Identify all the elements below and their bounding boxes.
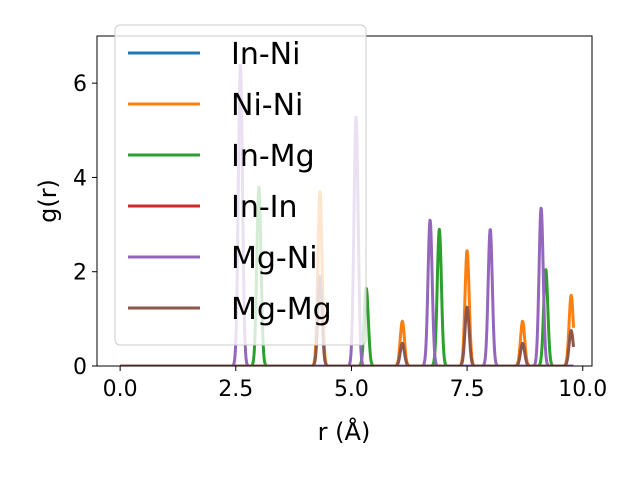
legend-label: Mg-Mg [231, 292, 332, 327]
legend-label: In-Ni [231, 37, 300, 72]
x-axis: 0.0 2.5 5.0 7.5 10.0 [103, 366, 607, 402]
x-tick-label: 5.0 [334, 377, 369, 402]
x-axis-label: r (Å) [318, 417, 371, 446]
y-axis: 0 2 4 6 [73, 72, 97, 380]
x-tick-label: 2.5 [218, 377, 253, 402]
x-tick-label: 10.0 [558, 377, 607, 402]
y-axis-label: g(r) [34, 179, 62, 223]
y-tick-label: 0 [73, 355, 87, 380]
legend-label: In-In [231, 190, 298, 225]
legend: In-Ni Ni-Ni In-Mg In-In Mg-Ni Mg-Mg [114, 24, 367, 346]
y-tick-label: 6 [73, 72, 87, 97]
x-tick-label: 0.0 [103, 377, 138, 402]
legend-label: Ni-Ni [231, 88, 303, 123]
legend-label: In-Mg [231, 139, 315, 174]
y-tick-label: 4 [73, 166, 87, 191]
legend-label: Mg-Ni [231, 241, 318, 276]
x-tick-label: 7.5 [450, 377, 485, 402]
y-tick-label: 2 [73, 261, 87, 286]
